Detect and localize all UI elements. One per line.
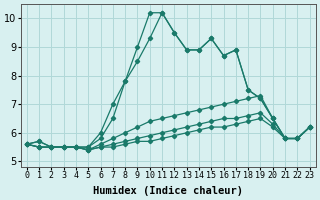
- X-axis label: Humidex (Indice chaleur): Humidex (Indice chaleur): [93, 186, 243, 196]
